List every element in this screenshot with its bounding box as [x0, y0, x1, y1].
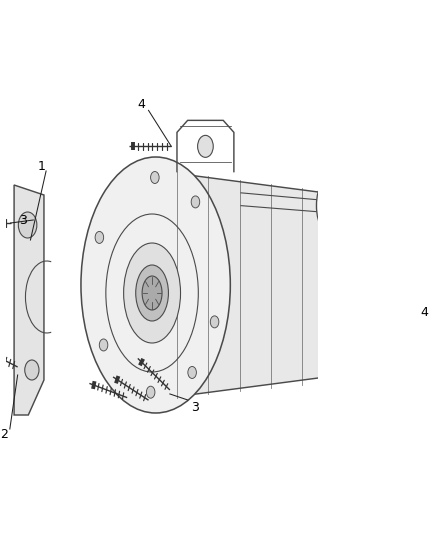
- Text: 3: 3: [191, 401, 199, 415]
- Polygon shape: [169, 172, 344, 398]
- Circle shape: [95, 231, 104, 244]
- Polygon shape: [14, 185, 44, 415]
- Ellipse shape: [334, 198, 344, 214]
- Ellipse shape: [142, 276, 162, 310]
- Ellipse shape: [136, 265, 169, 321]
- Text: 1: 1: [38, 160, 46, 174]
- Ellipse shape: [124, 243, 180, 343]
- Polygon shape: [344, 196, 357, 375]
- Circle shape: [25, 360, 39, 380]
- Text: 4: 4: [420, 306, 428, 319]
- Circle shape: [210, 316, 219, 328]
- Ellipse shape: [81, 157, 230, 413]
- Circle shape: [99, 339, 108, 351]
- Circle shape: [151, 172, 159, 183]
- Ellipse shape: [316, 169, 362, 241]
- Circle shape: [18, 212, 37, 238]
- Text: 4: 4: [138, 98, 145, 111]
- Ellipse shape: [329, 189, 350, 222]
- Circle shape: [198, 135, 213, 157]
- Circle shape: [191, 196, 200, 208]
- Circle shape: [146, 386, 155, 398]
- Circle shape: [188, 367, 196, 378]
- Text: 2: 2: [0, 429, 8, 441]
- Text: 3: 3: [19, 214, 27, 227]
